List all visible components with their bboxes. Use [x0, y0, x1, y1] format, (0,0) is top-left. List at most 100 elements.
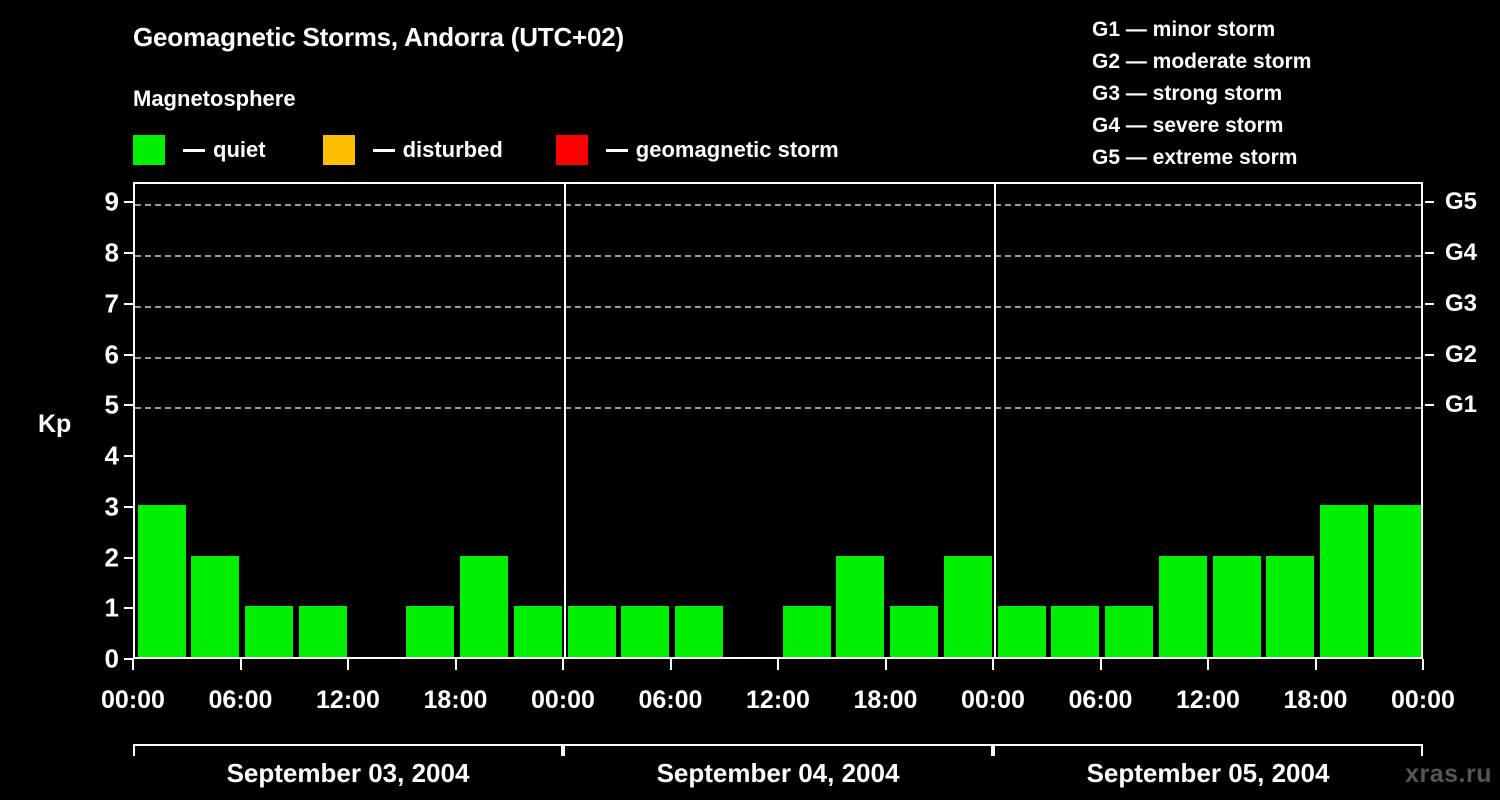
legend-entry-geomagnetic-storm: geomagnetic storm	[555, 135, 839, 165]
x-tick-mark	[1207, 659, 1209, 670]
legend-swatch-quiet	[133, 135, 165, 165]
y-tick-mark	[124, 505, 133, 508]
legend-dash-icon	[605, 148, 628, 152]
y-tick-label-7: 7	[104, 288, 119, 319]
g-tick-mark	[1425, 353, 1434, 356]
legend-dash-icon	[372, 148, 395, 152]
g-legend-row-g5: G5 — extreme storm	[1092, 146, 1298, 169]
g-tick-mark	[1425, 252, 1434, 255]
legend-entry-quiet: quiet	[133, 135, 266, 165]
y-tick-mark	[124, 302, 133, 305]
chart-subtitle: Magnetosphere	[133, 86, 296, 111]
bar-kp	[782, 606, 831, 657]
g-legend-row-g1: G1 — minor storm	[1092, 18, 1276, 41]
day-bracket	[993, 744, 1423, 756]
y-tick-label-1: 1	[104, 592, 119, 623]
x-tick-label: 18:00	[423, 686, 488, 714]
x-tick-label: 00:00	[531, 686, 595, 714]
plot-area	[133, 182, 1423, 659]
gridline-kp-9	[135, 204, 1421, 207]
y-tick-mark	[124, 353, 133, 356]
y-tick-mark	[124, 455, 133, 458]
day-bracket	[563, 744, 993, 756]
bar-kp	[1105, 606, 1154, 657]
plot-inner	[135, 184, 1421, 657]
y-tick-label-4: 4	[104, 440, 119, 471]
x-tick-mark	[239, 659, 242, 670]
legend-label: disturbed	[402, 137, 503, 162]
bar-kp	[621, 606, 670, 657]
x-tick-mark	[992, 659, 994, 670]
g-tick-mark	[1425, 302, 1434, 305]
bar-kp	[513, 606, 562, 657]
bar-kp	[1212, 555, 1261, 657]
x-tick-mark	[347, 659, 349, 670]
g-tick-mark	[1425, 201, 1434, 204]
page-title: Geomagnetic Storms, Andorra (UTC+02)	[133, 22, 624, 52]
x-tick-mark	[454, 659, 457, 670]
y-tick-mark	[124, 404, 133, 407]
y-axis-title: Kp	[38, 410, 72, 438]
gridline-kp-6	[135, 356, 1421, 359]
day-label: September 04, 2004	[656, 757, 900, 788]
x-tick-label: 18:00	[1283, 686, 1348, 714]
day-label: September 05, 2004	[1086, 757, 1330, 788]
g-tick-label-g3: G3	[1445, 289, 1478, 317]
g-tick-label-g4: G4	[1445, 239, 1478, 267]
x-tick-mark	[1314, 659, 1317, 670]
bar-kp	[567, 606, 616, 657]
legend-label: quiet	[213, 137, 266, 162]
legend-label: geomagnetic storm	[635, 137, 839, 162]
x-tick-label: 00:00	[1391, 686, 1455, 714]
bar-kp	[245, 606, 294, 657]
y-tick-label-9: 9	[104, 186, 119, 217]
g-legend-row-g4: G4 — severe storm	[1092, 114, 1284, 137]
x-tick-label: 18:00	[853, 686, 918, 714]
day-separator	[564, 184, 566, 657]
bar-kp	[943, 555, 992, 657]
bar-kp	[460, 555, 509, 657]
bar-kp	[1320, 504, 1369, 657]
x-tick-label: 06:00	[1068, 686, 1133, 714]
g-legend-row-g2: G2 — moderate storm	[1092, 50, 1312, 73]
bar-kp	[191, 555, 240, 657]
gridline-kp-7	[135, 305, 1421, 308]
bar-kp	[1266, 555, 1315, 657]
y-tick-mark	[124, 201, 133, 204]
y-tick-label-8: 8	[104, 237, 119, 268]
legend-swatch-storm	[555, 135, 588, 165]
y-tick-mark	[124, 556, 133, 559]
legend-swatch-disturbed	[322, 135, 355, 165]
x-tick-label: 12:00	[316, 686, 380, 714]
x-tick-mark	[1099, 659, 1102, 670]
bar-kp	[1158, 555, 1207, 657]
g-tick-label-g1: G1	[1445, 391, 1478, 419]
y-tick-label-2: 2	[104, 542, 119, 572]
y-tick-label-3: 3	[104, 491, 119, 522]
bar-kp	[836, 555, 885, 657]
day-separator	[994, 184, 996, 657]
watermark: xras.ru	[1405, 760, 1492, 788]
y-tick-mark	[124, 607, 133, 610]
bar-kp	[298, 606, 347, 657]
y-tick-label-0: 0	[104, 643, 119, 674]
x-tick-mark	[132, 659, 134, 670]
bar-kp	[675, 606, 724, 657]
day-bracket	[133, 744, 563, 756]
legend-dash-icon	[183, 148, 205, 152]
bar-kp	[997, 606, 1046, 657]
x-tick-mark	[562, 659, 564, 670]
x-tick-mark	[669, 659, 672, 670]
bar-kp	[406, 606, 455, 657]
y-tick-label-6: 6	[104, 339, 119, 370]
gridline-kp-5	[135, 407, 1421, 410]
x-tick-mark	[777, 659, 779, 670]
x-tick-label: 12:00	[1176, 686, 1240, 714]
color-legend: quiet disturbed geomagnetic storm	[133, 134, 839, 166]
y-tick-label-5: 5	[104, 389, 119, 420]
g-tick-mark	[1425, 404, 1434, 407]
y-tick-mark	[124, 252, 133, 255]
bar-kp	[1051, 606, 1100, 657]
legend-entry-disturbed: disturbed	[322, 135, 503, 165]
